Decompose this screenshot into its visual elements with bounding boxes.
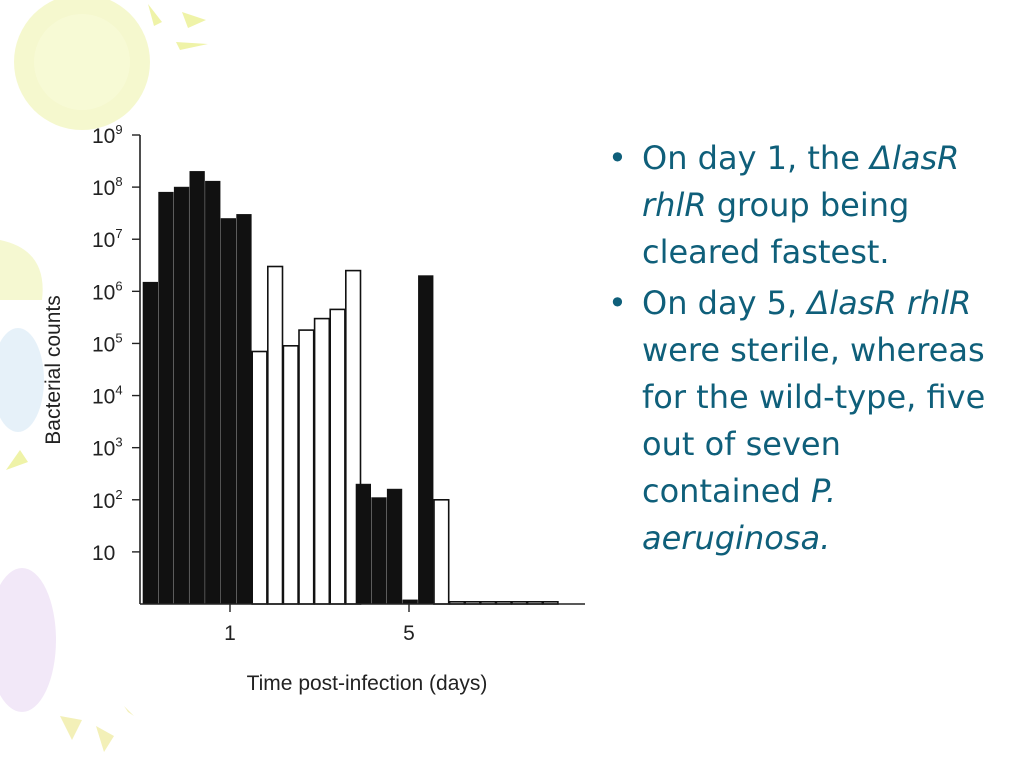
bar [236,214,252,605]
bar [298,329,315,605]
bar [329,308,346,605]
bar [189,171,205,605]
y-tick-label: 108 [92,174,123,200]
bar [220,218,236,605]
bar [418,275,434,605]
y-tick-label: 10 [92,542,115,565]
bar [355,483,371,605]
y-tick-label: 105 [92,330,123,356]
bullet-item: On day 5, ΔlasR rhlR were sterile, where… [606,280,1001,562]
italic-text: ΔlasR rhlR [807,284,972,322]
x-tick-label: 1 [224,622,236,645]
italic-text: P. aeruginosa. [642,472,837,557]
bullet-text: On day 5, [642,284,808,322]
y-tick-label: 103 [92,435,123,461]
bar [313,317,331,605]
bar [433,498,450,605]
bar [266,265,284,605]
bullet-text: On day 1, the [642,139,871,177]
bar [205,180,221,605]
y-tick-label: 104 [92,383,123,409]
bullet-text: group being cleared fastest. [642,186,910,271]
y-axis-label: Bacterial counts [42,295,65,444]
y-tick-label: 106 [92,278,123,304]
bar [386,488,403,605]
y-tick-label: 102 [92,487,123,513]
bullet-text: were sterile, whereas for the wild-type,… [642,331,986,510]
bar [142,281,158,605]
bullet-list: On day 1, the ΔlasR rhlR group being cle… [606,135,1001,566]
bar [158,191,174,605]
bar [282,344,299,605]
bar [251,350,268,605]
y-tick-label: 109 [92,122,123,148]
x-axis-label: Time post-infection (days) [247,672,488,695]
bar [371,497,387,605]
y-tick-label: 107 [92,226,123,252]
bullet-item: On day 1, the ΔlasR rhlR group being cle… [606,135,1001,276]
italic-text: ΔlasR rhlR [642,139,960,224]
x-tick-label: 5 [403,622,415,645]
bar [173,186,190,605]
